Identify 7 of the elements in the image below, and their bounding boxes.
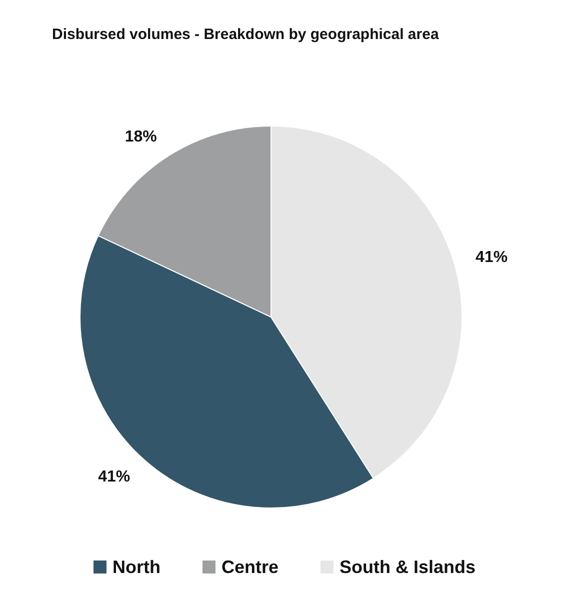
legend-label: North — [112, 557, 160, 577]
data-label: 18% — [124, 128, 157, 146]
legend-label: Centre — [221, 557, 278, 577]
chart-title: Disbursed volumes - Breakdown by geographical area — [52, 26, 440, 43]
data-label: 41% — [476, 249, 508, 266]
data-label: 41% — [98, 468, 130, 486]
legend-label: South & Islands — [339, 557, 476, 577]
